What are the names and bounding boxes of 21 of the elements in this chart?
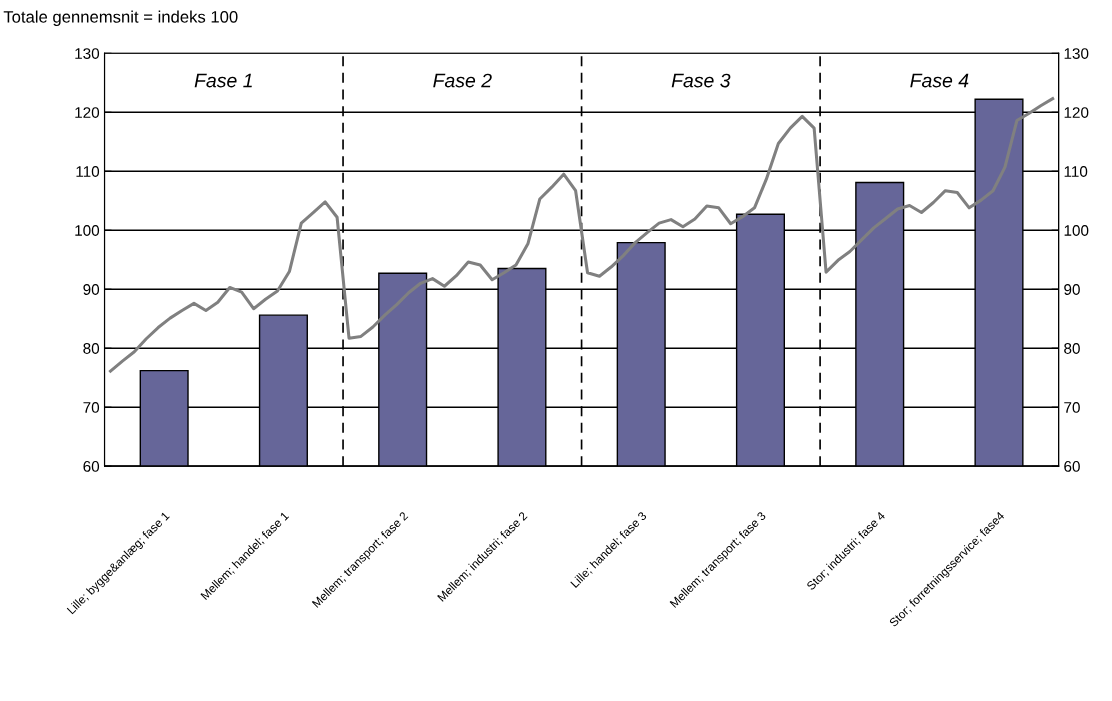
y2-tick-label: 130 [1064, 48, 1089, 59]
y-tick-label: 120 [75, 107, 100, 118]
y-tick-label: 130 [75, 48, 100, 59]
y2-tick-label: 120 [1064, 107, 1089, 118]
annotation: Fase 3 [671, 73, 731, 88]
y2-tick-label: 90 [1064, 284, 1080, 295]
y-tick-label: 60 [83, 461, 100, 472]
chart-title: Totale gennemsnit = indeks 100 [3, 10, 238, 27]
y2-tick-label: 80 [1064, 343, 1080, 354]
y-tick-label: 90 [83, 284, 100, 295]
y2-tick-label: 110 [1064, 166, 1088, 177]
annotation: Fase 4 [910, 73, 969, 88]
y-tick-label: 110 [76, 166, 100, 177]
annotation: Fase 2 [433, 73, 492, 88]
y2-tick-label: 60 [1064, 461, 1080, 472]
y2-tick-label: 70 [1064, 402, 1080, 413]
y-tick-label: 80 [83, 343, 100, 354]
y2-tick-label: 100 [1064, 225, 1089, 236]
y-tick-label: 70 [83, 402, 100, 413]
annotation: Fase 1 [194, 73, 252, 88]
y-tick-label: 100 [75, 225, 100, 236]
